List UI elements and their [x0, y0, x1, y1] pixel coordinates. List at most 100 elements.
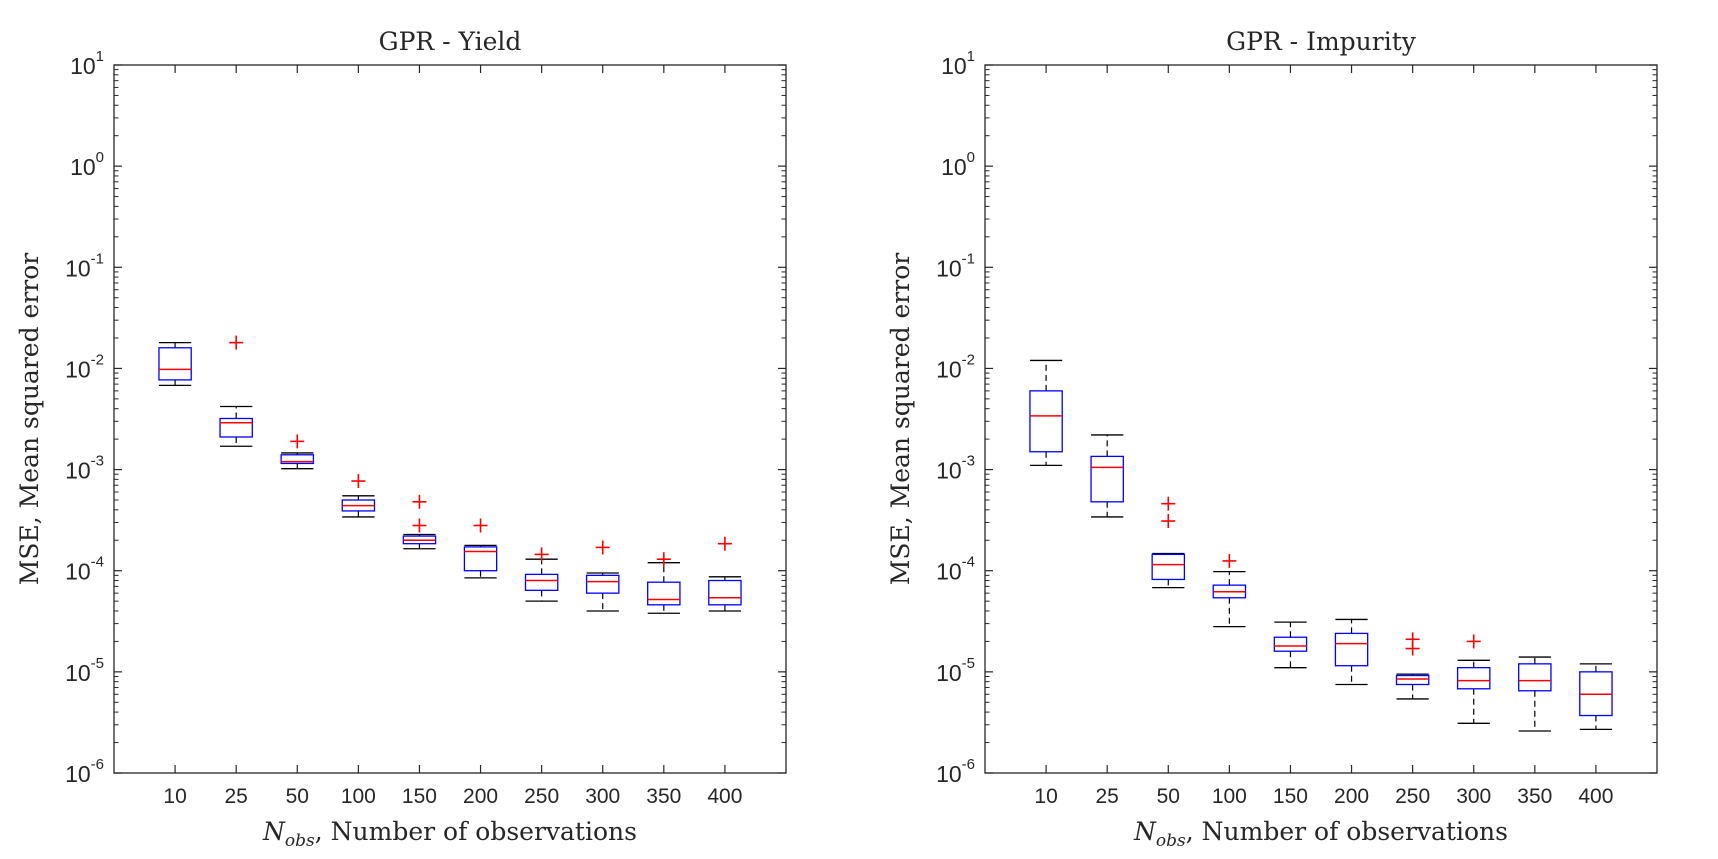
box-body — [708, 579, 742, 606]
chart-impurity: 10-6 10-5 10-4 10-3 10-2 10-1 100 101 10 25 50 100 1… — [886, 27, 1658, 851]
outlier-marker — [1222, 553, 1237, 568]
box-body — [524, 573, 559, 591]
x-tick-label: 50 — [286, 785, 309, 808]
chart-title: GPR - Yield — [379, 27, 522, 56]
y-tick-label: 10-5 — [65, 655, 104, 686]
outlier-marker — [351, 474, 366, 489]
outlier-marker — [412, 518, 427, 533]
box-body — [1334, 632, 1369, 667]
outlier-marker — [290, 434, 305, 449]
chart-yield: 10-6 10-5 10-4 10-3 10-2 10-1 100 101 10 25 50 100 1… — [15, 27, 787, 851]
outlier-marker — [1466, 634, 1481, 649]
x-tick-label: 25 — [1096, 785, 1119, 808]
box-body — [158, 347, 192, 381]
box-250 — [524, 547, 559, 602]
box-body — [1090, 455, 1124, 503]
box-400 — [708, 536, 742, 612]
outlier-marker — [595, 540, 610, 555]
box-body — [219, 417, 253, 438]
outlier-marker — [1161, 496, 1176, 511]
y-tick-label: 10-6 — [65, 756, 104, 787]
box-300 — [585, 540, 620, 612]
y-ticks — [114, 64, 786, 774]
x-tick-label: 25 — [225, 785, 248, 808]
box-body — [1456, 667, 1491, 690]
box-300 — [1456, 634, 1491, 724]
x-tick-label: 10 — [163, 785, 186, 808]
box-body — [1273, 636, 1308, 652]
y-tick-label: 10-1 — [936, 250, 975, 281]
box-250 — [1395, 632, 1430, 700]
box-25 — [1090, 434, 1124, 518]
y-tick-label: 10-2 — [65, 351, 104, 382]
outlier-marker — [473, 518, 488, 533]
box-350 — [647, 552, 681, 614]
outlier-marker — [1161, 514, 1176, 529]
box-body — [1395, 674, 1430, 686]
x-tick-label: 100 — [1212, 785, 1247, 808]
outlier-marker — [229, 335, 244, 350]
plot-frame — [113, 64, 787, 774]
x-tick-label: 350 — [1517, 785, 1552, 808]
x-tick-label: 400 — [1578, 785, 1613, 808]
x-tick-label: 50 — [1157, 785, 1180, 808]
box-150 — [402, 494, 437, 550]
box-400 — [1579, 663, 1613, 731]
plot-frame — [984, 64, 1658, 774]
outlier-marker — [534, 547, 549, 562]
y-axis-label: MSE, Mean squared error — [15, 253, 44, 585]
box-100 — [1212, 553, 1247, 628]
box-10 — [158, 341, 192, 387]
box-body — [280, 454, 315, 465]
box-350 — [1518, 656, 1552, 732]
box-body — [1151, 553, 1186, 581]
x-tick-label: 350 — [646, 785, 681, 808]
x-tick-label: 300 — [1456, 785, 1491, 808]
y-tick-label: 10-5 — [936, 655, 975, 686]
x-tick-label: 150 — [1273, 785, 1308, 808]
y-tick-label: 10-6 — [936, 756, 975, 787]
x-axis-label: Nobs, Number of observations — [1133, 817, 1508, 851]
x-tick-label: 150 — [402, 785, 437, 808]
box-body — [585, 574, 620, 594]
y-tick-label: 101 — [70, 48, 104, 79]
x-tick-label: 300 — [585, 785, 620, 808]
box-body — [1029, 390, 1063, 453]
box-body — [1518, 663, 1552, 692]
y-axis-label: MSE, Mean squared error — [886, 253, 915, 585]
box-body — [647, 581, 681, 606]
x-tick-label: 10 — [1034, 785, 1057, 808]
box-100 — [341, 474, 376, 518]
y-tick-label: 10-3 — [936, 453, 975, 484]
y-tick-label: 10-1 — [65, 250, 104, 281]
y-tick-label: 100 — [941, 149, 975, 180]
box-25 — [219, 335, 253, 447]
box-150 — [1273, 621, 1308, 669]
y-tick-label: 10-4 — [936, 554, 975, 585]
x-tick-label: 250 — [524, 785, 559, 808]
x-tick-label: 100 — [341, 785, 376, 808]
outlier-marker — [412, 494, 427, 509]
x-axis-label: Nobs, Number of observations — [262, 817, 637, 851]
y-tick-label: 10-3 — [65, 453, 104, 484]
chart-title: GPR - Impurity — [1226, 27, 1417, 56]
outlier-marker — [1405, 641, 1420, 656]
x-tick-label: 200 — [1334, 785, 1369, 808]
x-tick-label: 250 — [1395, 785, 1430, 808]
box-50 — [1151, 496, 1186, 589]
box-200 — [463, 518, 498, 579]
box-200 — [1334, 618, 1369, 686]
box-50 — [280, 434, 315, 470]
outlier-marker — [717, 536, 732, 551]
x-tick-label: 400 — [707, 785, 742, 808]
outlier-marker — [656, 552, 671, 567]
x-tick-label: 200 — [463, 785, 498, 808]
box-body — [463, 546, 498, 572]
y-tick-label: 10-2 — [936, 351, 975, 382]
y-tick-label: 101 — [941, 48, 975, 79]
y-tick-label: 100 — [70, 149, 104, 180]
y-tick-label: 10-4 — [65, 554, 104, 585]
y-ticks — [985, 64, 1657, 774]
box-10 — [1029, 359, 1063, 467]
